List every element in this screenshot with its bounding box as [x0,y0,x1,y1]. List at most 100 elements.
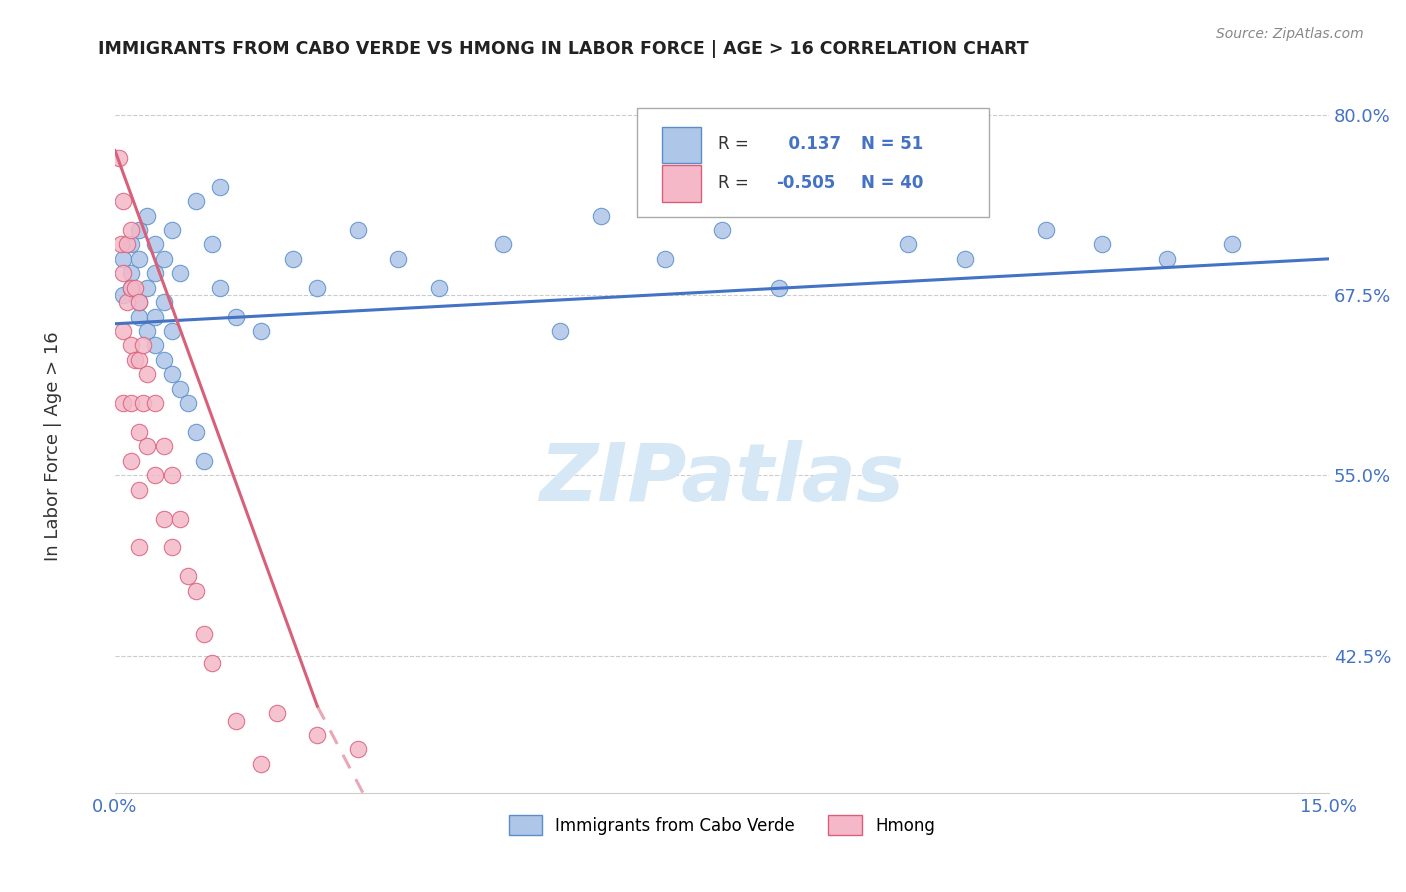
Point [120,338,142,352]
Point [115,237,138,252]
Point [177,569,200,583]
Point [112,324,135,338]
Point [307,728,329,742]
Text: 0.137: 0.137 [776,136,841,153]
Point [136,209,159,223]
Point [112,266,135,280]
FancyBboxPatch shape [662,127,702,163]
Point [145,468,167,483]
Text: IMMIGRANTS FROM CABO VERDE VS HMONG IN LABOR FORCE | AGE > 16 CORRELATION CHART: IMMIGRANTS FROM CABO VERDE VS HMONG IN L… [98,40,1029,58]
Point [169,266,191,280]
Point [132,396,155,410]
Point [152,511,174,525]
Point [128,425,150,439]
Point [249,756,271,771]
Point [387,252,409,266]
Point [225,310,247,324]
Point [710,223,733,237]
Point [201,237,224,252]
Point [1220,237,1243,252]
Point [1091,237,1114,252]
Point [128,223,150,237]
Point [128,483,150,497]
Point [548,324,571,338]
Point [160,468,183,483]
Point [128,352,150,367]
Text: R =: R = [718,174,749,192]
Point [160,541,183,555]
Point [177,396,200,410]
Point [110,237,132,252]
Point [152,439,174,453]
Point [120,266,142,280]
Point [120,237,142,252]
Point [145,310,167,324]
Point [112,396,135,410]
Point [169,511,191,525]
Point [112,252,135,266]
Point [128,541,150,555]
Point [136,281,159,295]
Point [128,295,150,310]
Point [152,252,174,266]
Point [953,252,976,266]
Point [160,368,183,382]
Point [115,295,138,310]
Point [152,352,174,367]
Point [120,281,142,295]
Point [136,324,159,338]
Point [184,194,207,208]
Point [169,382,191,396]
Point [124,281,146,295]
Point [209,281,232,295]
Point [201,656,224,670]
Point [160,223,183,237]
Point [145,266,167,280]
Point [346,742,368,756]
Point [266,706,288,721]
Point [654,252,676,266]
Point [145,396,167,410]
Legend: Immigrants from Cabo Verde, Hmong: Immigrants from Cabo Verde, Hmong [509,815,935,835]
Point [120,223,142,237]
Point [128,252,150,266]
FancyBboxPatch shape [637,108,988,217]
Point [768,281,790,295]
Point [152,295,174,310]
Point [832,194,855,208]
Point [124,352,146,367]
Point [136,368,159,382]
Point [427,281,450,295]
Text: N = 40: N = 40 [862,174,924,192]
Point [128,310,150,324]
Text: R =: R = [718,136,749,153]
Point [145,237,167,252]
Point [184,583,207,598]
Point [132,338,155,352]
Point [193,454,215,468]
Text: N = 51: N = 51 [862,136,924,153]
Point [120,454,142,468]
Point [160,324,183,338]
Text: Source: ZipAtlas.com: Source: ZipAtlas.com [1216,27,1364,41]
Point [1035,223,1057,237]
Point [112,288,135,302]
Point [209,179,232,194]
Text: In Labor Force | Age > 16: In Labor Force | Age > 16 [45,331,62,561]
Text: ZIPatlas: ZIPatlas [540,441,904,518]
Point [897,237,920,252]
Point [108,151,131,165]
Point [184,425,207,439]
FancyBboxPatch shape [662,165,702,202]
Point [145,338,167,352]
Point [307,281,329,295]
Point [112,194,135,208]
Point [193,627,215,641]
Point [136,439,159,453]
Point [281,252,304,266]
Point [120,281,142,295]
Point [1156,252,1178,266]
Text: -0.505: -0.505 [776,174,835,192]
Point [249,324,271,338]
Point [492,237,515,252]
